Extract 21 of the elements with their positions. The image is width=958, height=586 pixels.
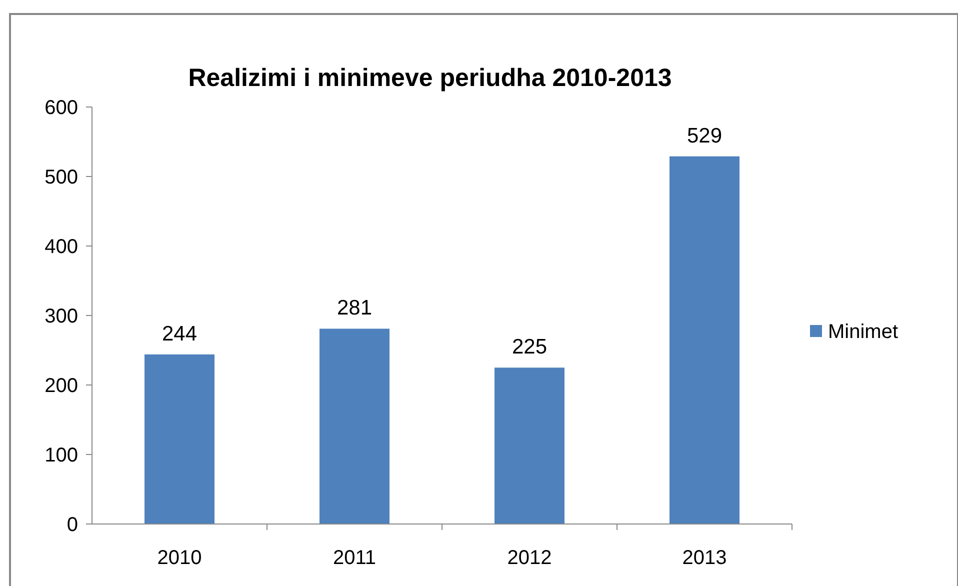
data-label: 281	[336, 296, 372, 320]
data-label: 225	[512, 336, 548, 359]
y-tick-label: 200	[44, 375, 78, 397]
x-tick-label: 2011	[332, 547, 376, 569]
y-tick-label: 100	[44, 444, 78, 466]
x-tick-label: 2010	[157, 547, 202, 569]
x-tick-label: 2013	[682, 547, 727, 569]
chart-title: Realizimi i minimeve periudha 2010-2013	[188, 64, 672, 92]
y-tick-label: 600	[44, 97, 78, 119]
data-label: 244	[162, 322, 198, 346]
y-tick-label: 300	[44, 306, 78, 328]
y-tick-label: 500	[44, 166, 78, 188]
bar	[320, 328, 390, 524]
x-tick-label: 2012	[507, 547, 552, 569]
bar	[494, 368, 564, 524]
y-tick-label: 400	[44, 236, 78, 258]
bar	[670, 156, 740, 524]
y-tick-label: 0	[66, 514, 78, 536]
legend-label: Minimet	[828, 321, 898, 343]
data-label: 529	[686, 124, 722, 148]
bar	[144, 354, 214, 524]
